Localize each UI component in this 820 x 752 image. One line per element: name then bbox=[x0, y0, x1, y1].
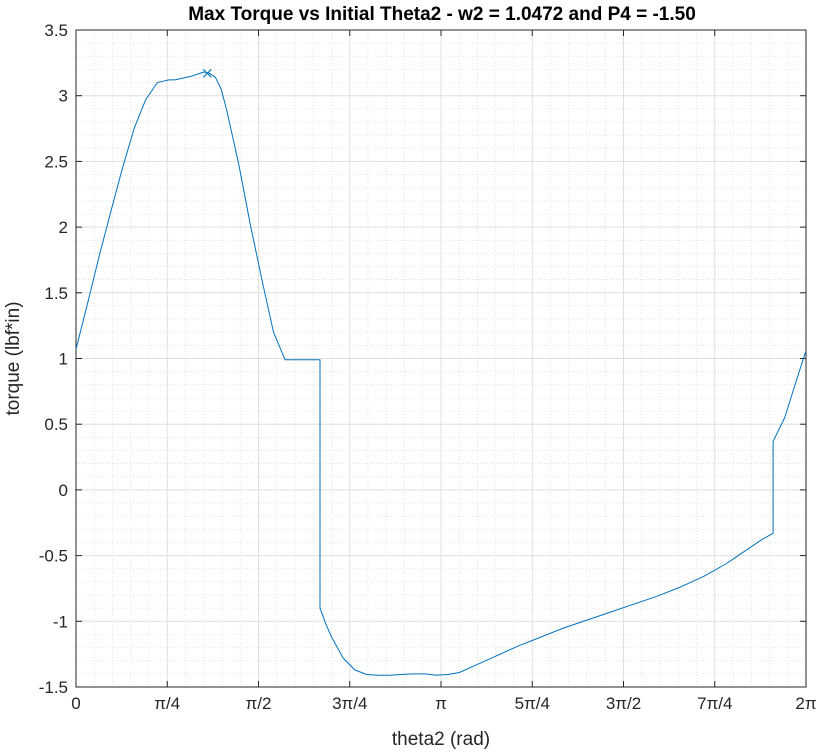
y-tick-label: -1 bbox=[53, 612, 68, 631]
marker-group bbox=[202, 68, 212, 78]
y-tick-labels: -1.5 -1 -0.5 0 0.5 1 1.5 2 2.5 3 3.5 bbox=[39, 21, 68, 697]
x-tick-label: 2π bbox=[795, 694, 816, 713]
x-tick-label: π/2 bbox=[246, 694, 272, 713]
x-tick-label: π/4 bbox=[154, 694, 180, 713]
y-tick-label: 3.5 bbox=[44, 21, 68, 40]
y-tick-label: 2.5 bbox=[44, 152, 68, 171]
marker-stroke bbox=[202, 68, 212, 78]
x-tick-label: 0 bbox=[71, 694, 80, 713]
max-torque-marker bbox=[202, 68, 212, 78]
y-tick-label: 1 bbox=[59, 350, 68, 369]
series-line-1 bbox=[75, 71, 807, 676]
x-tick-label: 7π/4 bbox=[697, 694, 732, 713]
x-tick-labels: 0 π/4 π/2 3π/4 π 5π/4 3π/2 7π/4 2π bbox=[71, 694, 816, 713]
y-tick-label: 1.5 bbox=[44, 284, 68, 303]
y-axis-label: torque (lbf*in) bbox=[3, 301, 24, 415]
chart-title: Max Torque vs Initial Theta2 - w2 = 1.04… bbox=[188, 4, 696, 25]
y-tick-label: 0 bbox=[59, 481, 68, 500]
x-tick-label: 5π/4 bbox=[515, 694, 550, 713]
x-tick-label: π bbox=[435, 694, 447, 713]
series-group bbox=[75, 71, 807, 676]
y-tick-label: 2 bbox=[59, 218, 68, 237]
x-tick-label: 3π/2 bbox=[606, 694, 641, 713]
y-tick-label: 3 bbox=[59, 87, 68, 106]
x-tick-label: 3π/4 bbox=[332, 694, 367, 713]
y-tick-label: 0.5 bbox=[44, 415, 68, 434]
y-tick-label: -0.5 bbox=[39, 547, 68, 566]
y-tick-label: -1.5 bbox=[39, 678, 68, 697]
x-axis-label: theta2 (rad) bbox=[392, 729, 490, 750]
axis-ticks bbox=[75, 29, 807, 688]
major-grid bbox=[75, 29, 807, 688]
